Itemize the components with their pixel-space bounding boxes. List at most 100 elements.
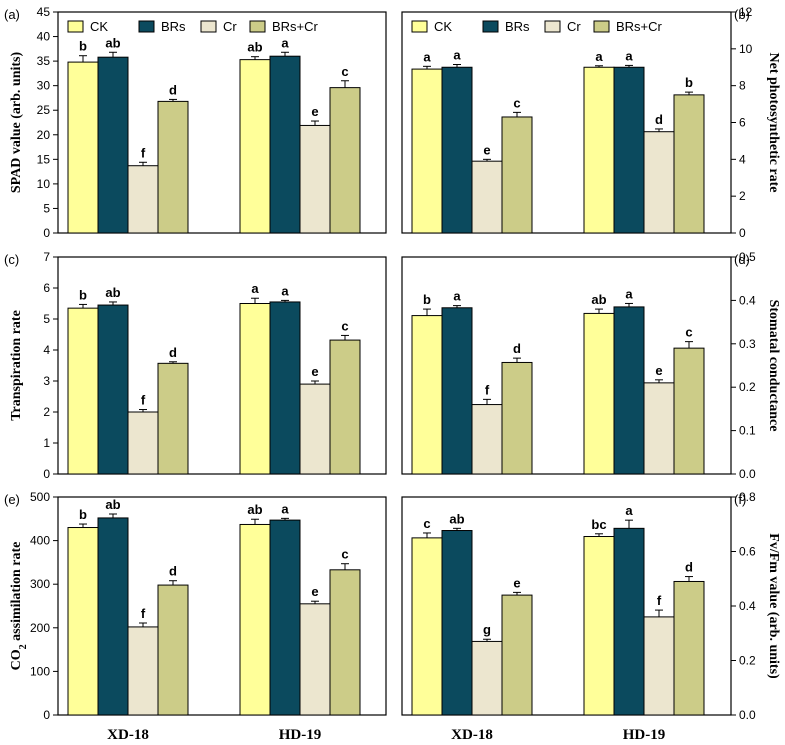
bar-ck-hd-19 — [239, 303, 271, 475]
significance-letter: d — [685, 560, 693, 575]
legend-label: Cr — [223, 19, 237, 34]
y-tick-label: 8 — [739, 79, 746, 93]
y-tick-label: 6 — [43, 281, 50, 295]
y-tick-label: 6 — [739, 116, 746, 130]
significance-letter: ab — [449, 511, 464, 526]
significance-letter: d — [513, 341, 521, 356]
plot-frame — [57, 496, 387, 716]
panel-5: 0 100 200 300 400 500 CO2 assimilation rate (e)… — [4, 490, 387, 743]
bar-brs-cr-xd-18 — [501, 116, 533, 234]
significance-letter: a — [625, 286, 633, 301]
bar-brs-xd-18 — [97, 56, 129, 234]
legend-label: BRs — [161, 19, 186, 34]
y-tick-label: 2 — [43, 405, 50, 419]
significance-letter: ab — [247, 502, 262, 517]
y-tick-label: 500 — [30, 490, 50, 504]
legend-label: Cr — [567, 19, 581, 34]
significance-letter: c — [685, 325, 692, 340]
significance-letter: c — [341, 64, 348, 79]
significance-letter: a — [595, 49, 603, 64]
panel-label: (a) — [4, 7, 20, 22]
y-tick-label: 3 — [43, 374, 50, 388]
y-axis-label: Stomatal conductance — [766, 300, 781, 432]
legend-swatch — [593, 20, 610, 33]
bar-brs-hd-19 — [269, 519, 301, 716]
y-tick-label: 0.0 — [739, 708, 756, 722]
significance-letter: a — [453, 47, 461, 62]
bar-cr-hd-19 — [299, 383, 331, 475]
panel-label: (c) — [4, 252, 19, 267]
significance-letter: d — [169, 564, 177, 579]
panel-label: (f) — [734, 492, 746, 507]
significance-letter: ab — [105, 497, 120, 512]
bar-brs-xd-18 — [441, 307, 473, 475]
bar-brs-xd-18 — [97, 304, 129, 475]
significance-letter: f — [141, 393, 146, 408]
bar-brs-hd-19 — [613, 66, 645, 234]
y-tick-label: 0 — [43, 708, 50, 722]
significance-letter: f — [485, 382, 490, 397]
legend-label: BRs+Cr — [616, 19, 663, 34]
panel-label: (d) — [734, 252, 750, 267]
bar-brs-cr-xd-18 — [157, 362, 189, 475]
bar-brs-cr-xd-18 — [501, 594, 533, 716]
significance-letter: b — [79, 287, 87, 302]
y-axis-label: Net photosynthetic rate — [766, 53, 781, 193]
panel-label: (e) — [4, 492, 20, 507]
bar-cr-hd-19 — [299, 603, 331, 716]
significance-letter: d — [169, 82, 177, 97]
significance-letter: c — [423, 516, 430, 531]
y-tick-label: 300 — [30, 577, 50, 591]
significance-letter: e — [311, 104, 318, 119]
y-tick-label: 0 — [739, 226, 746, 240]
bar-brs-cr-xd-18 — [501, 361, 533, 475]
y-tick-label: 0.2 — [739, 380, 756, 394]
y-tick-label: 0.6 — [739, 545, 756, 559]
bar-cr-hd-19 — [299, 124, 331, 234]
y-tick-label: 10 — [739, 42, 753, 56]
legend-label: CK — [90, 19, 108, 34]
y-tick-label: 0.2 — [739, 654, 756, 668]
legend-swatch — [544, 20, 561, 33]
y-tick-label: 2 — [739, 189, 746, 203]
bar-ck-hd-19 — [583, 312, 615, 475]
y-tick-label: 0.5 — [739, 250, 756, 264]
significance-letter: e — [483, 142, 490, 157]
significance-letter: a — [251, 281, 259, 296]
legend-label: CK — [434, 19, 452, 34]
significance-letter: c — [513, 95, 520, 110]
category-label: XD-18 — [107, 727, 149, 743]
significance-letter: a — [281, 35, 289, 50]
bar-brs-xd-18 — [97, 517, 129, 716]
panel-2: 0 2 4 6 8 10 12 Net photosynthetic rate (b) a a e c a… — [401, 5, 781, 240]
y-tick-label: 0.4 — [739, 293, 756, 307]
bar-ck-hd-19 — [239, 59, 271, 234]
panel-1: 0 5 10 15 20 25 30 35 40 45 SPAD value (arb. units… — [4, 5, 387, 240]
y-tick-label: 0 — [43, 226, 50, 240]
significance-letter: f — [657, 593, 662, 608]
y-tick-label: 12 — [739, 5, 753, 19]
bar-ck-hd-19 — [583, 66, 615, 234]
bar-brs-hd-19 — [269, 301, 301, 475]
significance-letter: ab — [591, 292, 606, 307]
bar-brs-cr-hd-19 — [329, 569, 361, 716]
panel-4: 0.0 0.1 0.2 0.3 0.4 0.5 Stomatal conductance (d… — [401, 250, 781, 481]
y-tick-label: 10 — [37, 177, 51, 191]
bar-brs-hd-19 — [269, 55, 301, 234]
y-tick-label: 0.3 — [739, 337, 756, 351]
y-tick-label: 7 — [43, 250, 50, 264]
significance-letter: a — [281, 501, 289, 516]
legend-swatch — [411, 20, 428, 33]
y-tick-label: 30 — [37, 79, 51, 93]
y-tick-label: 35 — [37, 54, 51, 68]
legend-swatch — [200, 20, 217, 33]
significance-letter: a — [423, 49, 431, 64]
y-tick-label: 0 — [43, 467, 50, 481]
significance-letter: e — [311, 364, 318, 379]
y-axis-label: Fv/Fm value (arb. units) — [766, 533, 781, 679]
bar-brs-xd-18 — [441, 66, 473, 234]
significance-letter: a — [625, 48, 633, 63]
y-tick-label: 4 — [739, 152, 746, 166]
y-tick-label: 25 — [37, 103, 51, 117]
significance-letter: g — [483, 622, 491, 637]
